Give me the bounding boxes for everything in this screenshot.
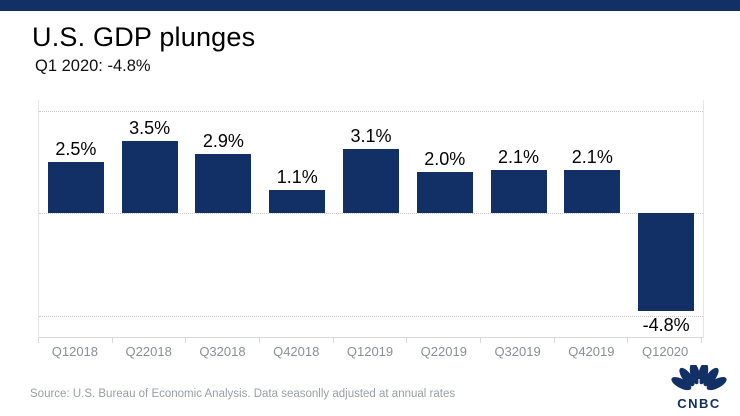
bar-Q12020 [638,213,695,312]
bar-group-Q12018: 2.5% [39,100,113,337]
top-accent-bar [0,0,740,11]
bar-value-label-Q12019: 3.1% [350,126,392,147]
bar-value-label-Q42018: 1.1% [276,167,318,188]
x-axis-tick [481,338,555,343]
bar-group-Q42018: 1.1% [260,100,334,337]
x-axis-label-Q32018: Q32018 [199,344,246,359]
bar-value-label-Q12020: -4.8% [642,315,690,336]
x-axis-tick [38,338,113,343]
x-axis-label-Q12018: Q12018 [51,344,99,359]
cnbc-wordmark: CNBC [677,396,721,411]
source-note: Source: U.S. Bureau of Economic Analysis… [30,388,456,400]
chart-subtitle: Q1 2020: -4.8% [35,57,151,75]
bar-value-label-Q12018: 2.5% [55,138,97,159]
bar-value-label-Q42019: 2.1% [571,146,613,167]
x-axis-ticks [38,338,703,343]
x-axis-label-Q22018: Q22018 [125,344,172,359]
x-axis-tick [628,338,703,343]
gridline--5pct [39,315,703,317]
peacock-icon [671,362,727,393]
bar-group-Q12020: -4.8% [629,100,703,337]
x-axis-tick [186,338,261,343]
bar-group-Q22018: 3.5% [113,100,187,337]
cnbc-logo: CNBC [670,362,728,411]
bar-value-label-Q32018: 2.9% [202,130,244,151]
bar-group-Q22019: 2.0% [408,100,482,337]
x-axis-tick [260,338,334,343]
x-axis-label-Q32019: Q32019 [494,344,541,359]
bar-Q42018 [269,190,326,213]
bar-Q12018 [47,161,104,213]
chart-title: U.S. GDP plunges [32,22,256,52]
bar-Q22019 [416,172,473,213]
bar-value-label-Q22019: 2.0% [424,149,466,169]
x-axis-label-Q22019: Q22019 [420,344,467,359]
bar-group-Q32018: 2.9% [187,100,261,337]
bar-group-Q12019: 3.1% [334,100,408,337]
bar-group-Q32019: 2.1% [482,100,556,337]
x-axis-label-Q42018: Q42018 [273,344,320,359]
x-axis-label-Q12019: Q12019 [346,344,394,359]
gridline-5pct [39,110,703,112]
gridline-0pct [39,213,703,214]
x-axis-tick [555,338,629,343]
x-axis-labels: Q12018 Q22018 Q32018 Q42018 Q12019 Q22019 Q320… [38,344,702,359]
x-axis-tick [334,338,408,343]
bar-value-label-Q22018: 3.5% [129,118,171,139]
x-axis-label-Q12020: Q12020 [642,344,689,359]
bar-Q32019 [490,169,547,213]
bar-Q12019 [342,149,399,213]
x-axis-tick [407,338,482,343]
bar-chart-plot-area: 2.5% 3.5% 2.9% 1.1% 3.1% 2.0% 2.1% 2.1% -4.8% [38,100,704,338]
bar-group-Q42019: 2.1% [555,100,629,337]
bar-Q42019 [564,169,621,213]
x-axis-tick [113,338,187,343]
bar-Q32018 [195,153,252,213]
x-axis-label-Q42019: Q42019 [568,344,615,359]
bar-Q22018 [121,141,178,213]
bar-value-label-Q32019: 2.1% [498,146,540,167]
